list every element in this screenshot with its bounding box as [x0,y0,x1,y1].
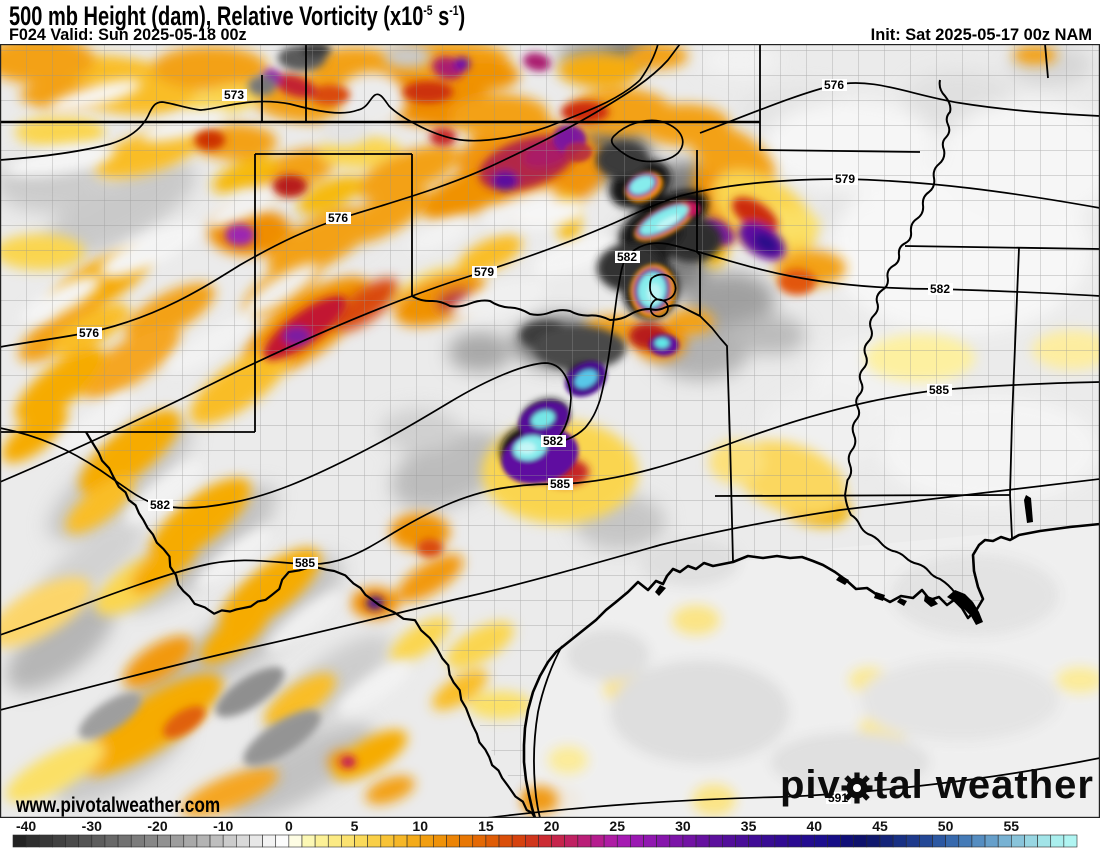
svg-text:30: 30 [675,818,691,834]
svg-text:582: 582 [150,498,170,512]
svg-text:591: 591 [828,791,848,805]
svg-text:579: 579 [835,172,855,186]
svg-text:585: 585 [550,477,570,491]
svg-text:piv: piv [780,763,841,807]
svg-text:45: 45 [872,818,888,834]
svg-text:40: 40 [807,818,823,834]
svg-text:20: 20 [544,818,560,834]
svg-text:582: 582 [543,434,563,448]
svg-text:0: 0 [285,818,293,834]
svg-text:55: 55 [1004,818,1020,834]
svg-text:585: 585 [295,556,315,570]
svg-text:582: 582 [617,250,637,264]
svg-text:576: 576 [328,211,348,225]
svg-text:-10: -10 [213,818,233,834]
svg-text:-30: -30 [82,818,102,834]
svg-text:573: 573 [224,88,244,102]
svg-text:579: 579 [474,265,494,279]
svg-text:50: 50 [938,818,954,834]
svg-text:10: 10 [412,818,428,834]
svg-text:35: 35 [741,818,757,834]
svg-text:5: 5 [351,818,359,834]
svg-text:tal weather: tal weather [874,763,1094,807]
svg-text:585: 585 [929,383,949,397]
svg-text:-20: -20 [147,818,167,834]
svg-text:582: 582 [930,282,950,296]
svg-text:-40: -40 [16,818,36,834]
svg-text:15: 15 [478,818,494,834]
svg-text:576: 576 [79,326,99,340]
svg-text:25: 25 [609,818,625,834]
svg-text:576: 576 [824,78,844,92]
